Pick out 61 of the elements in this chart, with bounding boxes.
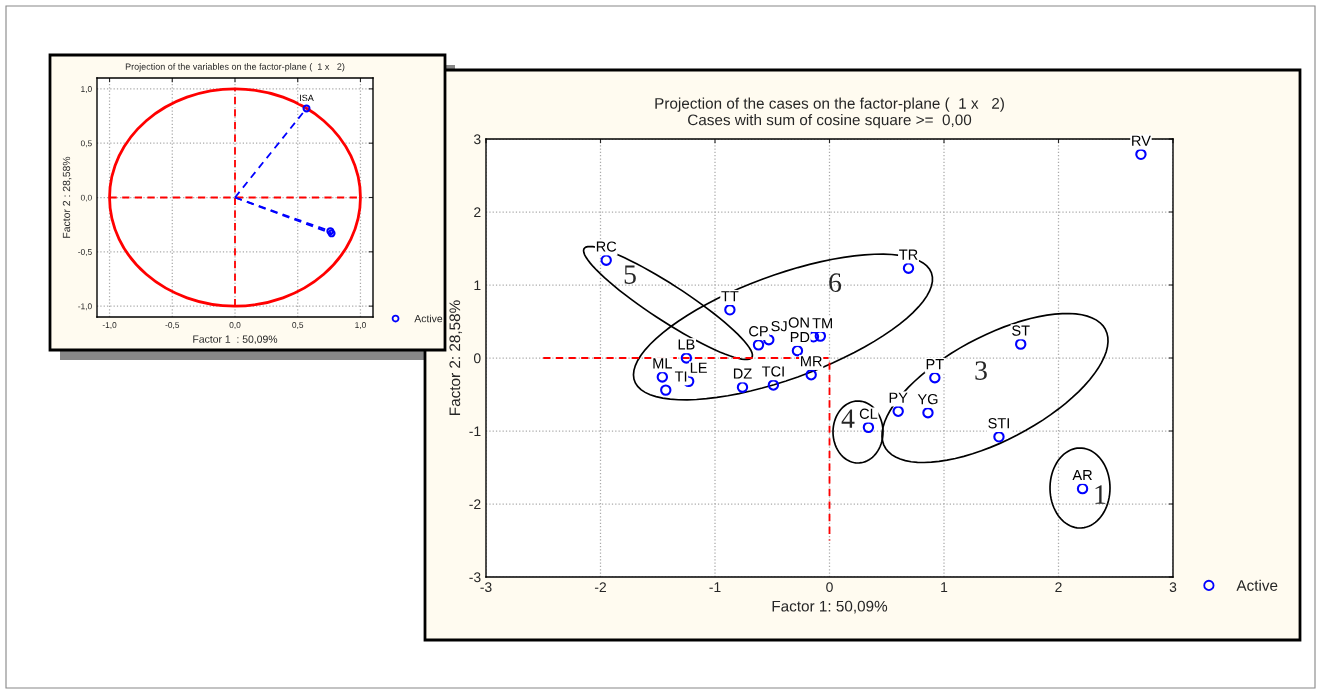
chart-subtitle: Cases with sum of cosine square >= 0,00 [688, 114, 972, 129]
x-tick-label: 2 [1055, 582, 1062, 592]
annotation: 5 [624, 265, 636, 284]
data-label: TCI [761, 366, 784, 377]
y-tick-label: -1,0 [78, 303, 92, 311]
y-tick-label: 0,0 [80, 194, 92, 202]
legend-label: Active [414, 314, 443, 323]
data-label: STI [988, 418, 1009, 429]
data-label: CP [749, 326, 768, 337]
y-tick-label: 0,5 [80, 140, 92, 148]
y-tick-label: -3 [469, 572, 481, 583]
data-label: ST [1012, 325, 1030, 336]
x-tick-label: -1,0 [102, 322, 117, 329]
data-label: LE [690, 362, 707, 373]
annotation: 4 [841, 409, 855, 428]
y-tick-label: 3 [473, 134, 481, 145]
x-axis-title: Factor 1 : 50,09% [193, 335, 278, 345]
y-tick-label: -1 [469, 426, 481, 437]
y-tick-label: -2 [469, 499, 481, 510]
y-tick-label: 2 [474, 207, 481, 218]
data-label: YG [917, 393, 938, 405]
data-label: PY [889, 392, 908, 403]
data-label: PD [790, 332, 810, 343]
data-label: RV [1132, 135, 1151, 146]
y-tick-label: 0 [473, 353, 481, 364]
annotation: 1 [1095, 485, 1106, 504]
data-label: AR [1072, 470, 1092, 481]
y-axis-title: Factor 2: 28,58% [449, 300, 463, 415]
data-label: CL [859, 408, 878, 419]
chart-title: Projection of the variables on the factor-plane ( 1 x 2) [125, 63, 345, 72]
x-tick-label: 1,0 [355, 322, 366, 329]
data-label: TR [899, 249, 918, 260]
data-label: LB [678, 339, 695, 350]
legend-label: Active [1236, 579, 1278, 591]
x-axis-title: Factor 1: 50,09% [772, 600, 888, 614]
data-label: SJ [771, 320, 787, 332]
x-tick-label: 3 [1169, 582, 1177, 593]
x-tick-label: -2 [594, 582, 606, 592]
y-axis-title: Factor 2 : 28,58% [62, 156, 72, 238]
x-tick-label: 1 [941, 582, 948, 592]
chart-title: Projection of the cases on the factor-plane ( 1 x 2) [655, 97, 1004, 112]
x-tick-label: -0,5 [165, 322, 180, 329]
data-label: DZ [733, 368, 752, 379]
data-label: ML [653, 358, 672, 369]
data-label: PT [926, 359, 944, 370]
annotation: 6 [829, 273, 842, 292]
data-label: ISA [300, 94, 314, 102]
y-tick-label: -0,5 [78, 249, 92, 256]
x-tick-label: 0 [826, 582, 833, 593]
data-label: ON [788, 317, 809, 328]
annotation: 3 [975, 361, 987, 380]
x-tick-label: 0,5 [292, 322, 304, 329]
data-label: TM [812, 318, 832, 329]
y-tick-label: 1,0 [81, 86, 92, 93]
data-label: MR [801, 356, 822, 367]
data-label: TI [674, 371, 687, 382]
data-label: TT [721, 291, 739, 302]
y-tick-label: 1 [474, 280, 481, 291]
x-tick-label: -1 [709, 582, 721, 592]
data-label: RC [596, 241, 617, 252]
x-tick-label: 0,0 [229, 322, 241, 329]
